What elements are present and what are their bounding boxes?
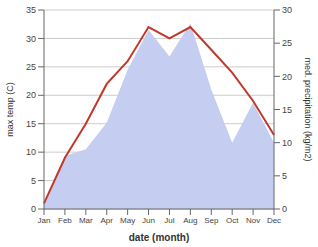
svg-text:30: 30 xyxy=(26,34,36,44)
svg-text:25: 25 xyxy=(282,38,292,48)
svg-text:med. precipitation (kg/m2): med. precipitation (kg/m2) xyxy=(303,57,310,161)
svg-text:Nov: Nov xyxy=(246,216,260,225)
svg-text:0: 0 xyxy=(31,204,36,214)
svg-text:20: 20 xyxy=(282,72,292,82)
svg-text:May: May xyxy=(120,216,135,225)
svg-text:Feb: Feb xyxy=(58,216,72,225)
svg-text:0: 0 xyxy=(282,204,287,214)
svg-text:date (month): date (month) xyxy=(129,232,190,243)
svg-text:Dec: Dec xyxy=(267,216,281,225)
svg-text:30: 30 xyxy=(282,5,292,15)
svg-text:Aug: Aug xyxy=(183,216,197,225)
svg-text:20: 20 xyxy=(26,90,36,100)
svg-text:Jul: Jul xyxy=(164,216,174,225)
svg-text:Apr: Apr xyxy=(101,216,114,225)
svg-text:Sep: Sep xyxy=(204,216,219,225)
svg-text:Jun: Jun xyxy=(142,216,155,225)
svg-text:5: 5 xyxy=(282,171,287,181)
svg-text:Oct: Oct xyxy=(226,216,239,225)
svg-text:15: 15 xyxy=(282,105,292,115)
svg-text:25: 25 xyxy=(26,62,36,72)
svg-text:35: 35 xyxy=(26,5,36,15)
svg-text:15: 15 xyxy=(26,119,36,129)
svg-text:10: 10 xyxy=(282,138,292,148)
svg-text:Jan: Jan xyxy=(38,216,51,225)
svg-text:5: 5 xyxy=(31,176,36,186)
svg-text:max temp (C): max temp (C) xyxy=(8,82,15,137)
svg-text:10: 10 xyxy=(26,147,36,157)
svg-text:Mar: Mar xyxy=(79,216,93,225)
